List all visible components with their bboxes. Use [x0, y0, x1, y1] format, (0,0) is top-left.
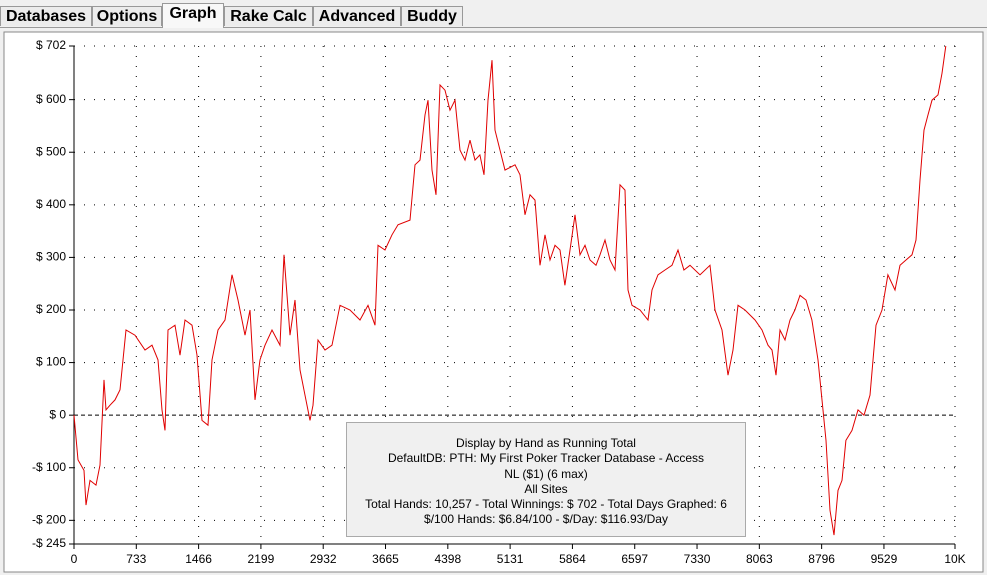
info-line: $/100 Hands: $6.84/100 - $/Day: $116.93/…	[424, 512, 668, 527]
panel	[0, 27, 987, 575]
line-series	[73, 45, 947, 536]
x-tick-label: 3665	[372, 552, 399, 566]
tab[interactable]: Options	[92, 6, 162, 26]
y-tick-label: $ 200	[36, 302, 66, 316]
x-tick-label: 5864	[559, 552, 586, 566]
y-tick-label: $ 600	[36, 92, 66, 106]
y-tick-label: $ 500	[36, 144, 66, 158]
y-tick-label: $ 100	[36, 355, 66, 369]
x-tick-label: 2932	[310, 552, 337, 566]
x-tick-label: 6597	[621, 552, 648, 566]
x-tick-label: 1466	[185, 552, 212, 566]
tab-selected[interactable]: Graph	[162, 3, 224, 28]
tab[interactable]: Advanced	[313, 6, 401, 26]
x-tick-label: 4398	[434, 552, 461, 566]
x-tick-label: 8063	[746, 552, 773, 566]
x-tick-label: 2199	[248, 552, 275, 566]
info-line: Total Hands: 10,257 - Total Winnings: $ …	[365, 497, 727, 512]
info-line: All Sites	[524, 481, 568, 496]
y-tick-label: $ 702	[36, 38, 66, 52]
x-tick-label: 9529	[871, 552, 898, 566]
info-line: Display by Hand as Running Total	[456, 436, 636, 450]
x-tick-label: 7330	[684, 552, 711, 566]
y-tick-label: $ 400	[36, 197, 66, 211]
info-box: Display by Hand as Running Total DefaultD…	[346, 422, 746, 537]
tab[interactable]: Rake Calc	[224, 6, 313, 26]
tab[interactable]: Databases	[0, 6, 92, 26]
info-line: DefaultDB: PTH: My First Poker Tracker D…	[387, 451, 705, 466]
x-tick-label: 5131	[497, 552, 524, 566]
tab[interactable]: Buddy	[401, 6, 463, 26]
x-tick-label: 733	[126, 552, 146, 566]
info-line: NL ($1) (6 max)	[504, 466, 588, 481]
x-tick-label: 0	[71, 552, 78, 566]
y-tick-label: -$ 100	[32, 460, 66, 474]
y-tick-label: -$ 200	[32, 513, 66, 527]
y-tick-label: $ 300	[36, 250, 66, 264]
y-tick-label: -$ 245	[32, 536, 66, 550]
x-tick-label: 8796	[808, 552, 835, 566]
y-tick-label: $ 0	[49, 407, 66, 421]
x-tick-label: 10K	[944, 552, 965, 566]
